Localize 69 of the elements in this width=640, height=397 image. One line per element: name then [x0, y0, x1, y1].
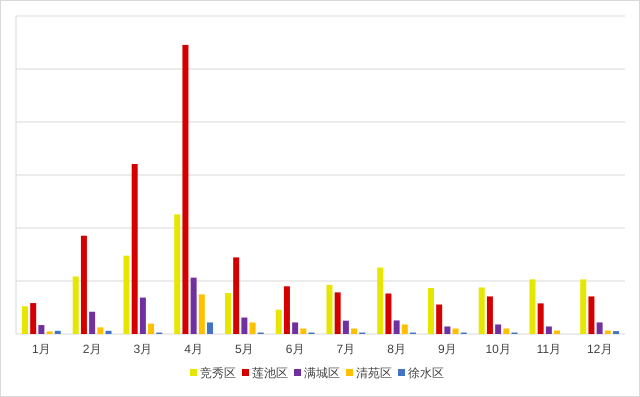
x-tick-label: 8月 — [387, 342, 406, 356]
legend-label: 莲池区 — [252, 366, 288, 380]
x-tick-label: 2月 — [82, 342, 102, 356]
x-tick-label: 11月 — [536, 342, 562, 356]
bar — [554, 330, 560, 334]
bar — [148, 324, 154, 334]
x-tick-label: 1月 — [32, 342, 51, 356]
bar — [182, 44, 188, 334]
bar — [326, 284, 332, 334]
bar — [452, 328, 459, 334]
bar — [503, 328, 510, 334]
bar — [89, 312, 96, 334]
bar — [596, 322, 603, 334]
x-tick-label: 12月 — [586, 342, 612, 356]
bar — [276, 310, 282, 334]
bar — [123, 256, 130, 334]
bar — [377, 268, 384, 334]
bar — [351, 328, 358, 334]
bar — [478, 287, 485, 334]
bar — [80, 236, 87, 334]
bar — [604, 330, 611, 334]
bar — [22, 306, 28, 334]
x-tick-label: 4月 — [184, 342, 203, 356]
bar — [190, 278, 197, 334]
bar — [224, 292, 231, 334]
legend-label: 竞秀区 — [200, 366, 236, 380]
bar — [402, 324, 408, 334]
bar — [38, 325, 44, 334]
bar — [140, 298, 146, 334]
bar — [394, 320, 400, 334]
bar — [132, 164, 138, 334]
bar — [300, 328, 306, 334]
legend-label: 徐水区 — [408, 366, 444, 380]
bar — [292, 322, 298, 334]
x-tick-label: 10月 — [485, 342, 511, 356]
legend-label: 清苑区 — [356, 366, 392, 380]
bar — [30, 303, 36, 334]
bar — [486, 296, 493, 334]
bar — [444, 326, 450, 334]
bar — [54, 330, 61, 334]
bar — [97, 327, 104, 334]
bar — [613, 331, 620, 334]
bar — [529, 279, 536, 334]
bar — [588, 296, 594, 334]
bar — [241, 318, 248, 334]
bar — [342, 320, 349, 334]
bar — [334, 292, 341, 334]
bar — [72, 276, 79, 334]
x-tick-label: 6月 — [286, 342, 304, 356]
bar — [46, 331, 53, 334]
bar — [580, 279, 586, 334]
x-tick-label: 7月 — [336, 342, 356, 356]
bar — [106, 330, 112, 334]
bar — [250, 322, 256, 334]
bar — [495, 324, 502, 334]
bar — [546, 326, 552, 334]
x-tick-label: 5月 — [235, 342, 254, 356]
legend-label: 满城区 — [304, 366, 340, 380]
x-tick-label: 9月 — [438, 342, 457, 356]
bar — [538, 303, 544, 334]
bar — [198, 294, 205, 334]
bar — [284, 286, 290, 334]
bar — [436, 304, 442, 334]
bar — [174, 214, 180, 334]
bar — [207, 322, 214, 334]
bar — [428, 288, 434, 334]
bar — [233, 257, 240, 334]
bar — [385, 294, 392, 334]
x-tick-label: 3月 — [134, 342, 152, 356]
